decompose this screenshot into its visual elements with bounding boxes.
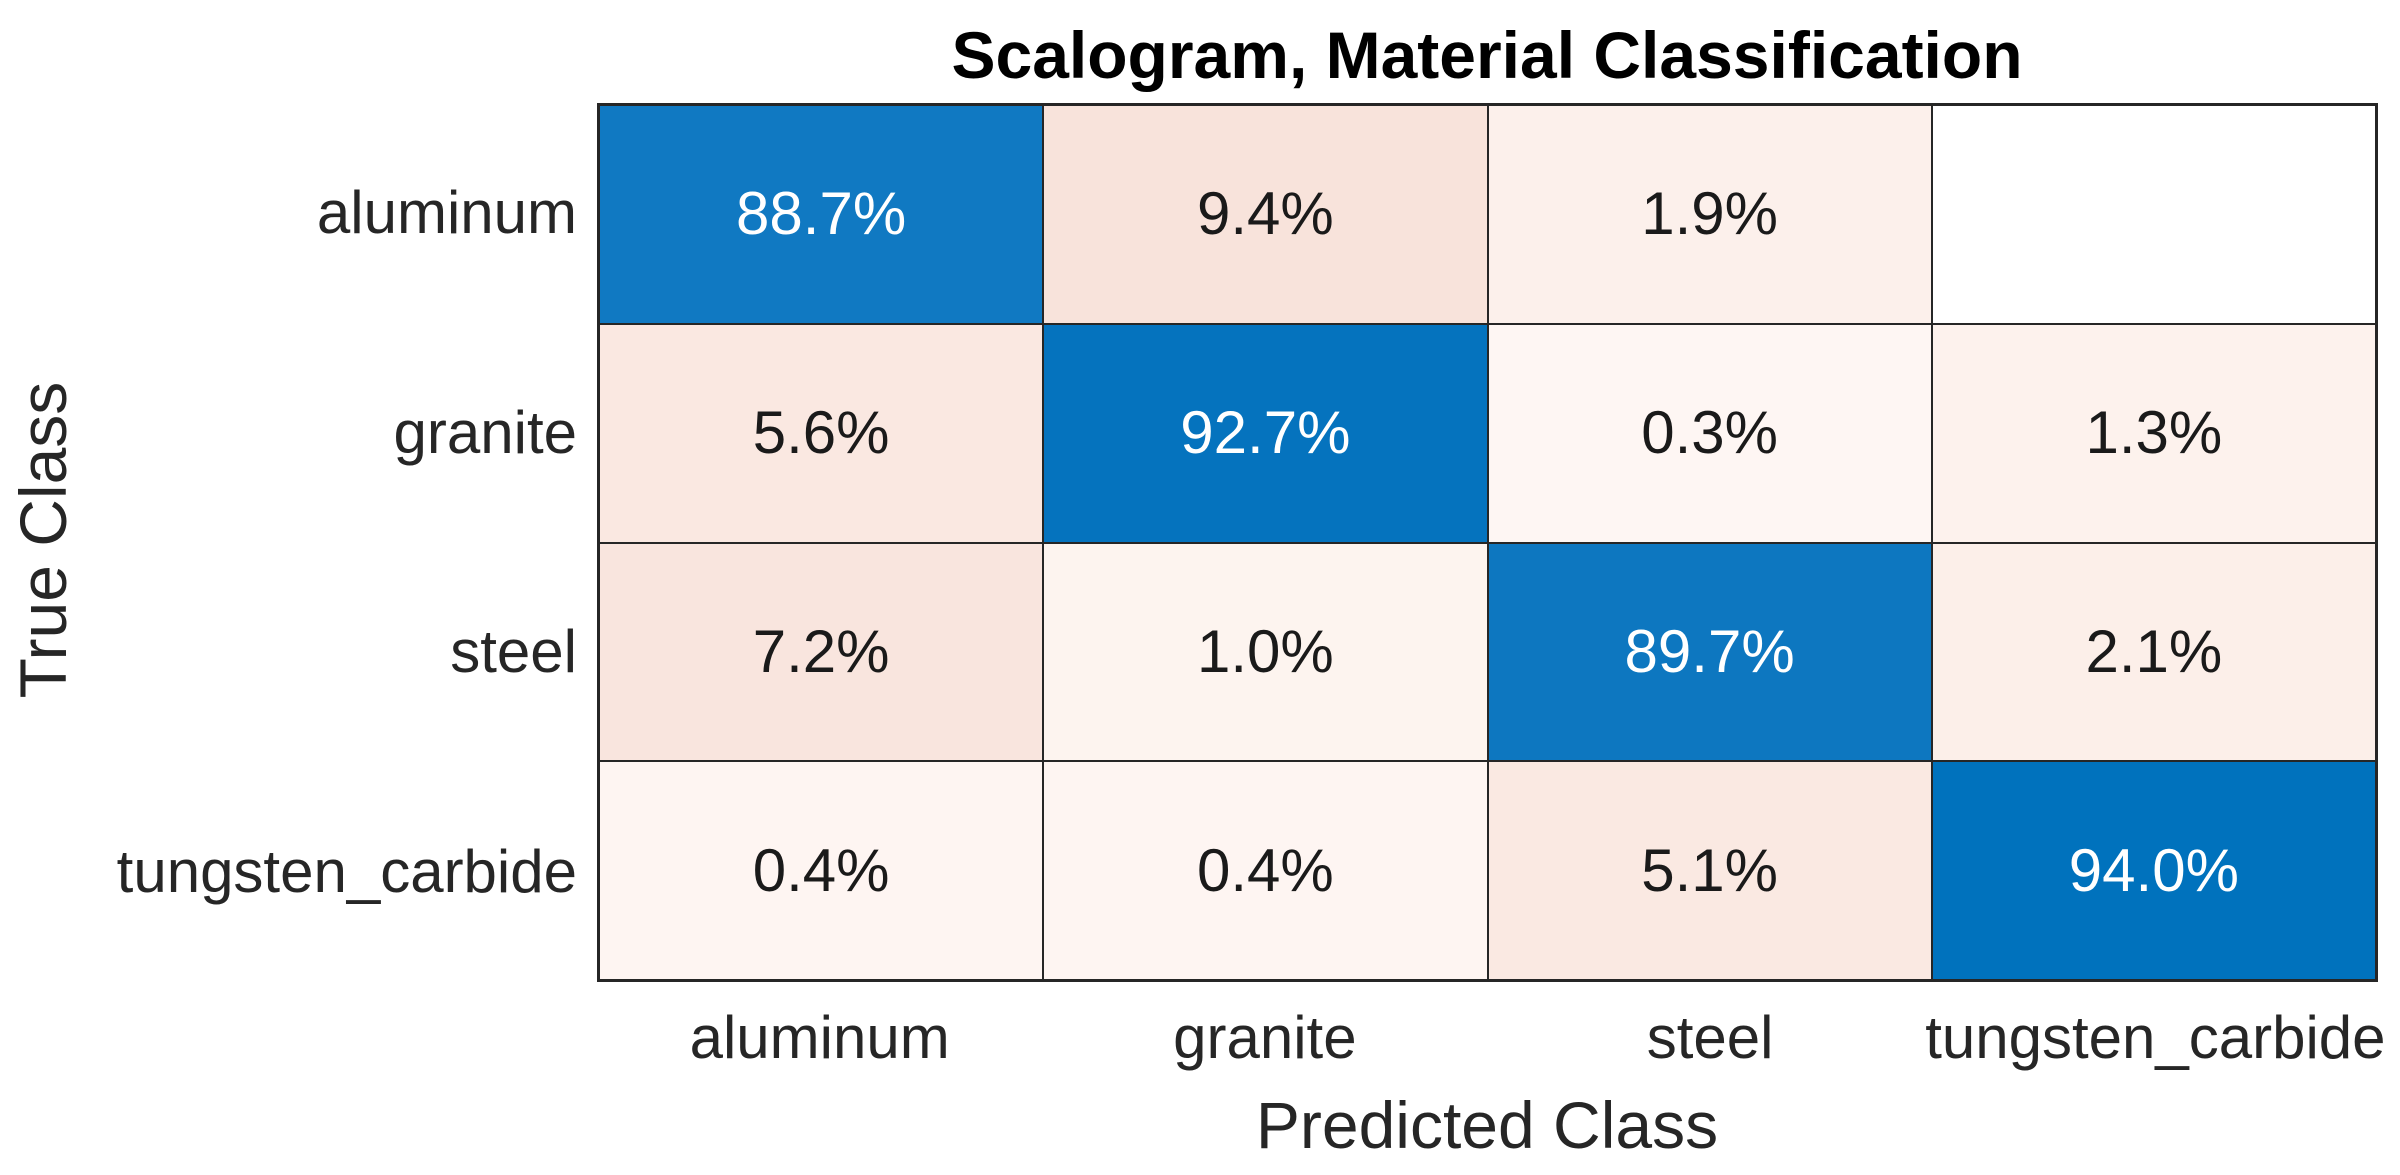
- matrix-cell: 0.3%: [1488, 324, 1931, 542]
- matrix-cell: 89.7%: [1488, 543, 1931, 761]
- matrix-cell: 1.0%: [1044, 543, 1487, 761]
- y-tick-granite: granite: [393, 398, 577, 466]
- matrix-cell: 0.4%: [600, 762, 1043, 979]
- matrix-cell: 94.0%: [1932, 762, 2375, 979]
- matrix-cell: 88.7%: [600, 106, 1043, 323]
- y-tick-tungsten_carbide: tungsten_carbide: [116, 838, 577, 906]
- matrix-cell: 7.2%: [600, 543, 1043, 761]
- y-tick-aluminum: aluminum: [316, 178, 577, 246]
- matrix-cell: 92.7%: [1044, 324, 1487, 542]
- x-tick-tungsten_carbide: tungsten_carbide: [1925, 1004, 2386, 1071]
- x-axis-label: Predicted Class: [1255, 1088, 1719, 1162]
- matrix-cell: [1932, 106, 2375, 323]
- x-tick-granite: granite: [1173, 1004, 1357, 1071]
- matrix-cell: 2.1%: [1932, 543, 2375, 761]
- matrix-cell: 9.4%: [1044, 106, 1487, 323]
- matrix-cell: 5.6%: [600, 324, 1043, 542]
- y-tick-steel: steel: [450, 618, 577, 686]
- x-tick-steel: steel: [1646, 1004, 1774, 1071]
- matrix-cell: 5.1%: [1488, 762, 1931, 979]
- confusion-matrix-grid: 88.7% 9.4% 1.9% 5.6% 92.7% 0.3% 1.3% 7.2% 1.0% 89…: [597, 103, 2378, 982]
- matrix-cell: 1.9%: [1488, 106, 1931, 323]
- matrix-cell: 1.3%: [1932, 324, 2375, 542]
- matrix-cell: 0.4%: [1044, 762, 1487, 979]
- chart-title: Scalogram, Material Classification: [951, 18, 2023, 92]
- x-tick-aluminum: aluminum: [689, 1004, 950, 1071]
